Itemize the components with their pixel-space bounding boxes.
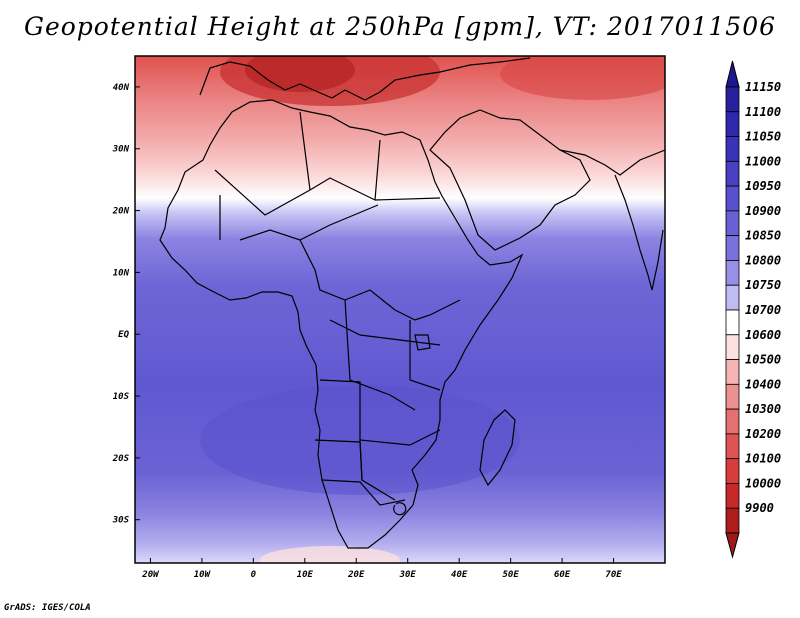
europe-coast <box>199 57 531 101</box>
colorbar-swatch <box>725 235 740 261</box>
colorbar-label: 11000 <box>745 154 781 168</box>
colorbar-label: 11100 <box>745 105 781 119</box>
colorbar-label: 10950 <box>745 179 781 193</box>
colorbar-bottom-arrow <box>725 532 740 559</box>
colorbar-label: 10700 <box>745 303 781 317</box>
lat-tick-label: 20N <box>112 207 130 217</box>
central-africa-borders <box>299 239 461 501</box>
grads-credit: GrADS: IGES/COLA <box>4 603 91 613</box>
colorbar-swatch <box>725 136 740 162</box>
lat-tick-label: 20S <box>112 454 130 464</box>
colorbar-label: 10100 <box>745 452 781 466</box>
lon-tick-label: 0 <box>251 570 257 580</box>
colorbar-swatch <box>725 210 740 237</box>
india-coast <box>614 174 664 291</box>
colorbar-swatch <box>725 260 740 286</box>
lat-tick-label: 30N <box>112 145 130 155</box>
colorbar-label: 10500 <box>745 353 781 367</box>
colorbar-label: 10750 <box>745 278 781 292</box>
colorbar-label: 9900 <box>745 501 774 515</box>
lon-tick-label: 10W <box>194 570 212 580</box>
lon-tick-label: 60E <box>554 570 571 580</box>
southern-edge-lobe <box>260 546 400 563</box>
colorbar-label: 11050 <box>745 130 781 144</box>
colorbar-swatch <box>725 458 740 484</box>
lon-tick-label: 10E <box>297 570 314 580</box>
south-africa-borders <box>321 439 407 516</box>
colorbar-swatch <box>725 433 740 460</box>
colorbar-swatch <box>725 160 740 187</box>
colorbar-swatch <box>725 309 740 336</box>
colorbar-top-arrow <box>725 60 740 88</box>
colorbar-swatch <box>725 408 740 435</box>
colorbar-swatch <box>725 284 740 311</box>
colorbar-swatch <box>725 111 740 137</box>
map-frame <box>134 55 666 564</box>
coastlines-and-borders <box>159 57 665 549</box>
colorbar-label: 10000 <box>745 476 781 490</box>
lat-tick-label: EQ <box>118 330 129 340</box>
lat-tick-label: 10N <box>113 268 130 278</box>
colorbar-label: 10600 <box>745 328 781 342</box>
lat-tick-label: 10S <box>113 392 130 402</box>
africa-coastline <box>159 99 524 549</box>
madagascar <box>479 409 516 487</box>
arabian-peninsula <box>429 109 591 251</box>
colorbar: 11150 11100 11050 11000 10950 10900 10850 10800… <box>725 60 781 559</box>
colorbar-label: 10900 <box>745 204 781 218</box>
colorbar-label: 11150 <box>745 80 781 94</box>
colorbar-swatch <box>725 185 740 212</box>
height-field <box>135 56 665 563</box>
lake-victoria <box>414 334 431 351</box>
map-axes: 20W 10W 0 10E 20E 30E 40E 50E 60E 70E 40N 30N 20N 10N… <box>112 83 623 580</box>
lon-tick-label: 30E <box>399 570 417 580</box>
colorbar-label: 10300 <box>745 402 781 416</box>
colorbar-swatch <box>725 507 740 534</box>
colorbar-swatch <box>725 359 740 385</box>
colorbar-swatch <box>725 383 740 410</box>
lat-tick-label: 30S <box>112 516 130 526</box>
middle-east-coast <box>559 149 665 176</box>
sahara-borders <box>214 111 441 241</box>
lon-tick-label: 70E <box>605 570 622 580</box>
lon-tick-label: 50E <box>502 570 519 580</box>
colorbar-label: 10400 <box>745 377 781 391</box>
lowest-height-core <box>245 56 355 92</box>
map-title: Geopotential Height at 250hPa [gpm], VT:… <box>23 12 777 41</box>
low-height-core-east <box>500 56 665 100</box>
colorbar-swatch <box>725 483 740 509</box>
colorbar-label: 10200 <box>745 427 781 441</box>
lon-tick-label: 20W <box>141 570 160 580</box>
colorbar-swatch <box>725 334 740 360</box>
colorbar-swatch <box>725 86 740 113</box>
colorbar-label: 10800 <box>745 253 781 267</box>
lat-tick-label: 40N <box>113 83 130 93</box>
lon-tick-label: 40E <box>451 570 468 580</box>
colorbar-label: 10850 <box>745 229 781 243</box>
lon-tick-label: 20E <box>347 570 365 580</box>
